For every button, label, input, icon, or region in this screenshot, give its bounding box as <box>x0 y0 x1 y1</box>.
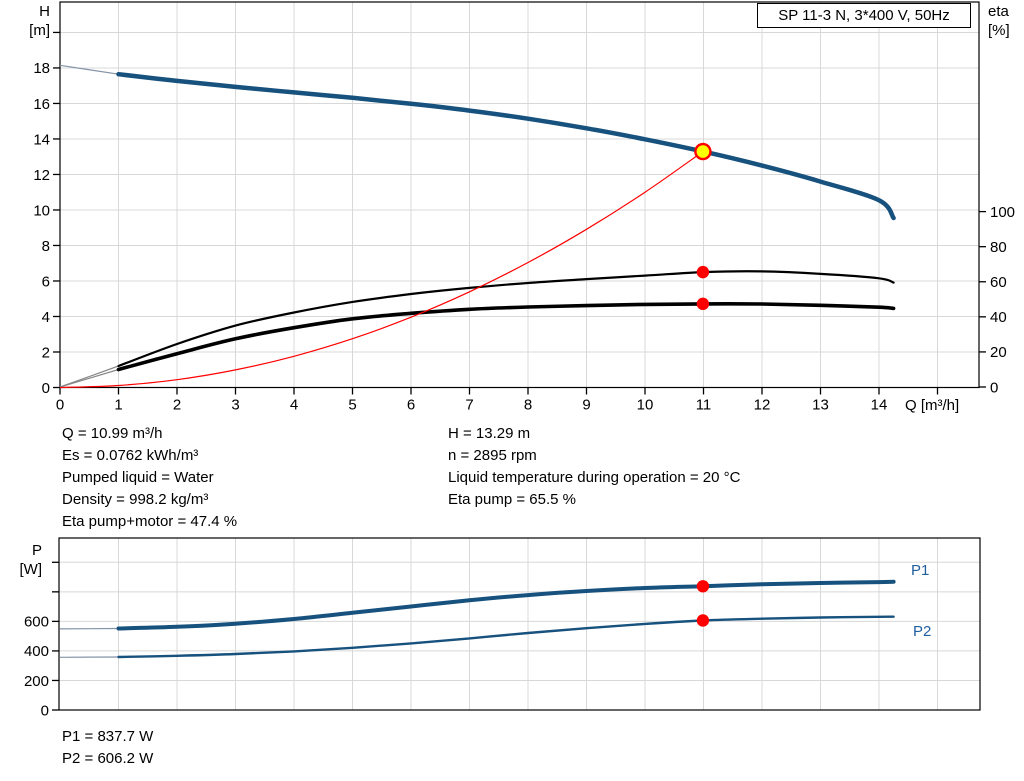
tick-label: 60 <box>990 274 1007 291</box>
plot-frame <box>59 1 980 389</box>
tick-label: 20 <box>990 344 1007 361</box>
tick-label: 10 <box>637 397 654 414</box>
eta-pump-motor-curve <box>116 302 896 372</box>
tick-label: 1 <box>114 397 122 414</box>
tick-label: 200 <box>24 673 49 690</box>
annotation-flow: Q = 10.99 m³/h <box>62 425 163 442</box>
eta-pump-operating-point[interactable] <box>696 265 710 279</box>
annotation-pumped-liquid: Pumped liquid = Water <box>62 469 214 486</box>
tick-label: 12 <box>754 397 771 414</box>
tick-label: 6 <box>407 397 415 414</box>
p1-curve-label: P1 <box>911 562 930 579</box>
tick-label: 6 <box>42 273 50 290</box>
p-axis-unit-line1: P <box>31 542 42 559</box>
p2-curve <box>117 615 895 659</box>
tick-label: 40 <box>990 309 1007 326</box>
q-axis-label: Q [m³/h] <box>905 397 960 414</box>
tick-label: 600 <box>24 614 49 631</box>
footer-p1-value: P1 = 837.7 W <box>62 728 154 745</box>
tick-label: 9 <box>582 397 590 414</box>
tick-label: 10 <box>33 202 50 219</box>
annotation-eta-pump: Eta pump = 65.5 % <box>448 491 576 508</box>
tick-label: 80 <box>990 239 1007 256</box>
tick-label: 12 <box>33 167 50 184</box>
annotation-liquid-temp: Liquid temperature during operation = 20… <box>448 469 741 486</box>
eta-pump-motor-operating-point[interactable] <box>696 297 710 311</box>
eta-axis-unit-line2: [%] <box>988 22 1010 39</box>
tick-label: 14 <box>33 131 50 148</box>
annotation-head: H = 13.29 m <box>448 425 531 442</box>
footer-p2-value: P2 = 606.2 W <box>62 750 154 767</box>
p-axis-unit-line2: [W] <box>19 561 43 578</box>
tick-label: 8 <box>524 397 532 414</box>
tick-label: 0 <box>56 397 64 414</box>
tick-label: 3 <box>231 397 239 414</box>
annotation-specific-energy: Es = 0.0762 kWh/m³ <box>62 447 199 464</box>
tick-label: 0 <box>41 702 49 719</box>
pump-curve-qh <box>116 71 896 221</box>
tick-label: 4 <box>290 397 298 414</box>
tick-label: 400 <box>24 643 49 660</box>
tick-label: 5 <box>348 397 356 414</box>
h-axis-unit-line2: [m] <box>29 22 50 39</box>
p2-operating-point[interactable] <box>696 614 710 627</box>
pump-curve-qh-thin <box>59 64 119 75</box>
eta-axis-unit-line1: eta <box>988 3 1009 20</box>
duty-point[interactable] <box>694 142 712 161</box>
tick-label: 2 <box>173 397 181 414</box>
tick-label: 4 <box>42 309 50 326</box>
power-chart[interactable]: 0 200 400 600 <box>24 537 981 719</box>
tick-label: 8 <box>42 238 50 255</box>
tick-label: 100 <box>990 204 1015 221</box>
annotation-speed: n = 2895 rpm <box>448 447 537 464</box>
annotation-density: Density = 998.2 kg/m³ <box>62 491 209 508</box>
tick-label: 7 <box>465 397 473 414</box>
p2-curve-label: P2 <box>913 623 932 640</box>
tick-label: 14 <box>871 397 888 414</box>
h-axis-unit-line1: H <box>39 3 50 20</box>
annotation-eta-pump-motor: Eta pump+motor = 47.4 % <box>62 513 238 530</box>
plot-frame <box>58 537 981 711</box>
system-curve <box>59 151 704 389</box>
p1-curve <box>116 579 896 631</box>
pump-type-title-box: SP 11-3 N, 3*400 V, 50Hz <box>757 3 971 28</box>
tick-label: 2 <box>42 344 50 361</box>
eta-pump-curve <box>117 270 895 368</box>
p1-operating-point[interactable] <box>696 580 710 593</box>
eta-pump-motor-curve-thin <box>59 368 119 388</box>
tick-label: 11 <box>696 397 712 414</box>
tick-label: 13 <box>812 397 829 414</box>
tick-label: 18 <box>33 60 50 77</box>
tick-label: 0 <box>990 379 998 396</box>
tick-label: 16 <box>33 96 50 113</box>
tick-label: 0 <box>42 380 50 397</box>
